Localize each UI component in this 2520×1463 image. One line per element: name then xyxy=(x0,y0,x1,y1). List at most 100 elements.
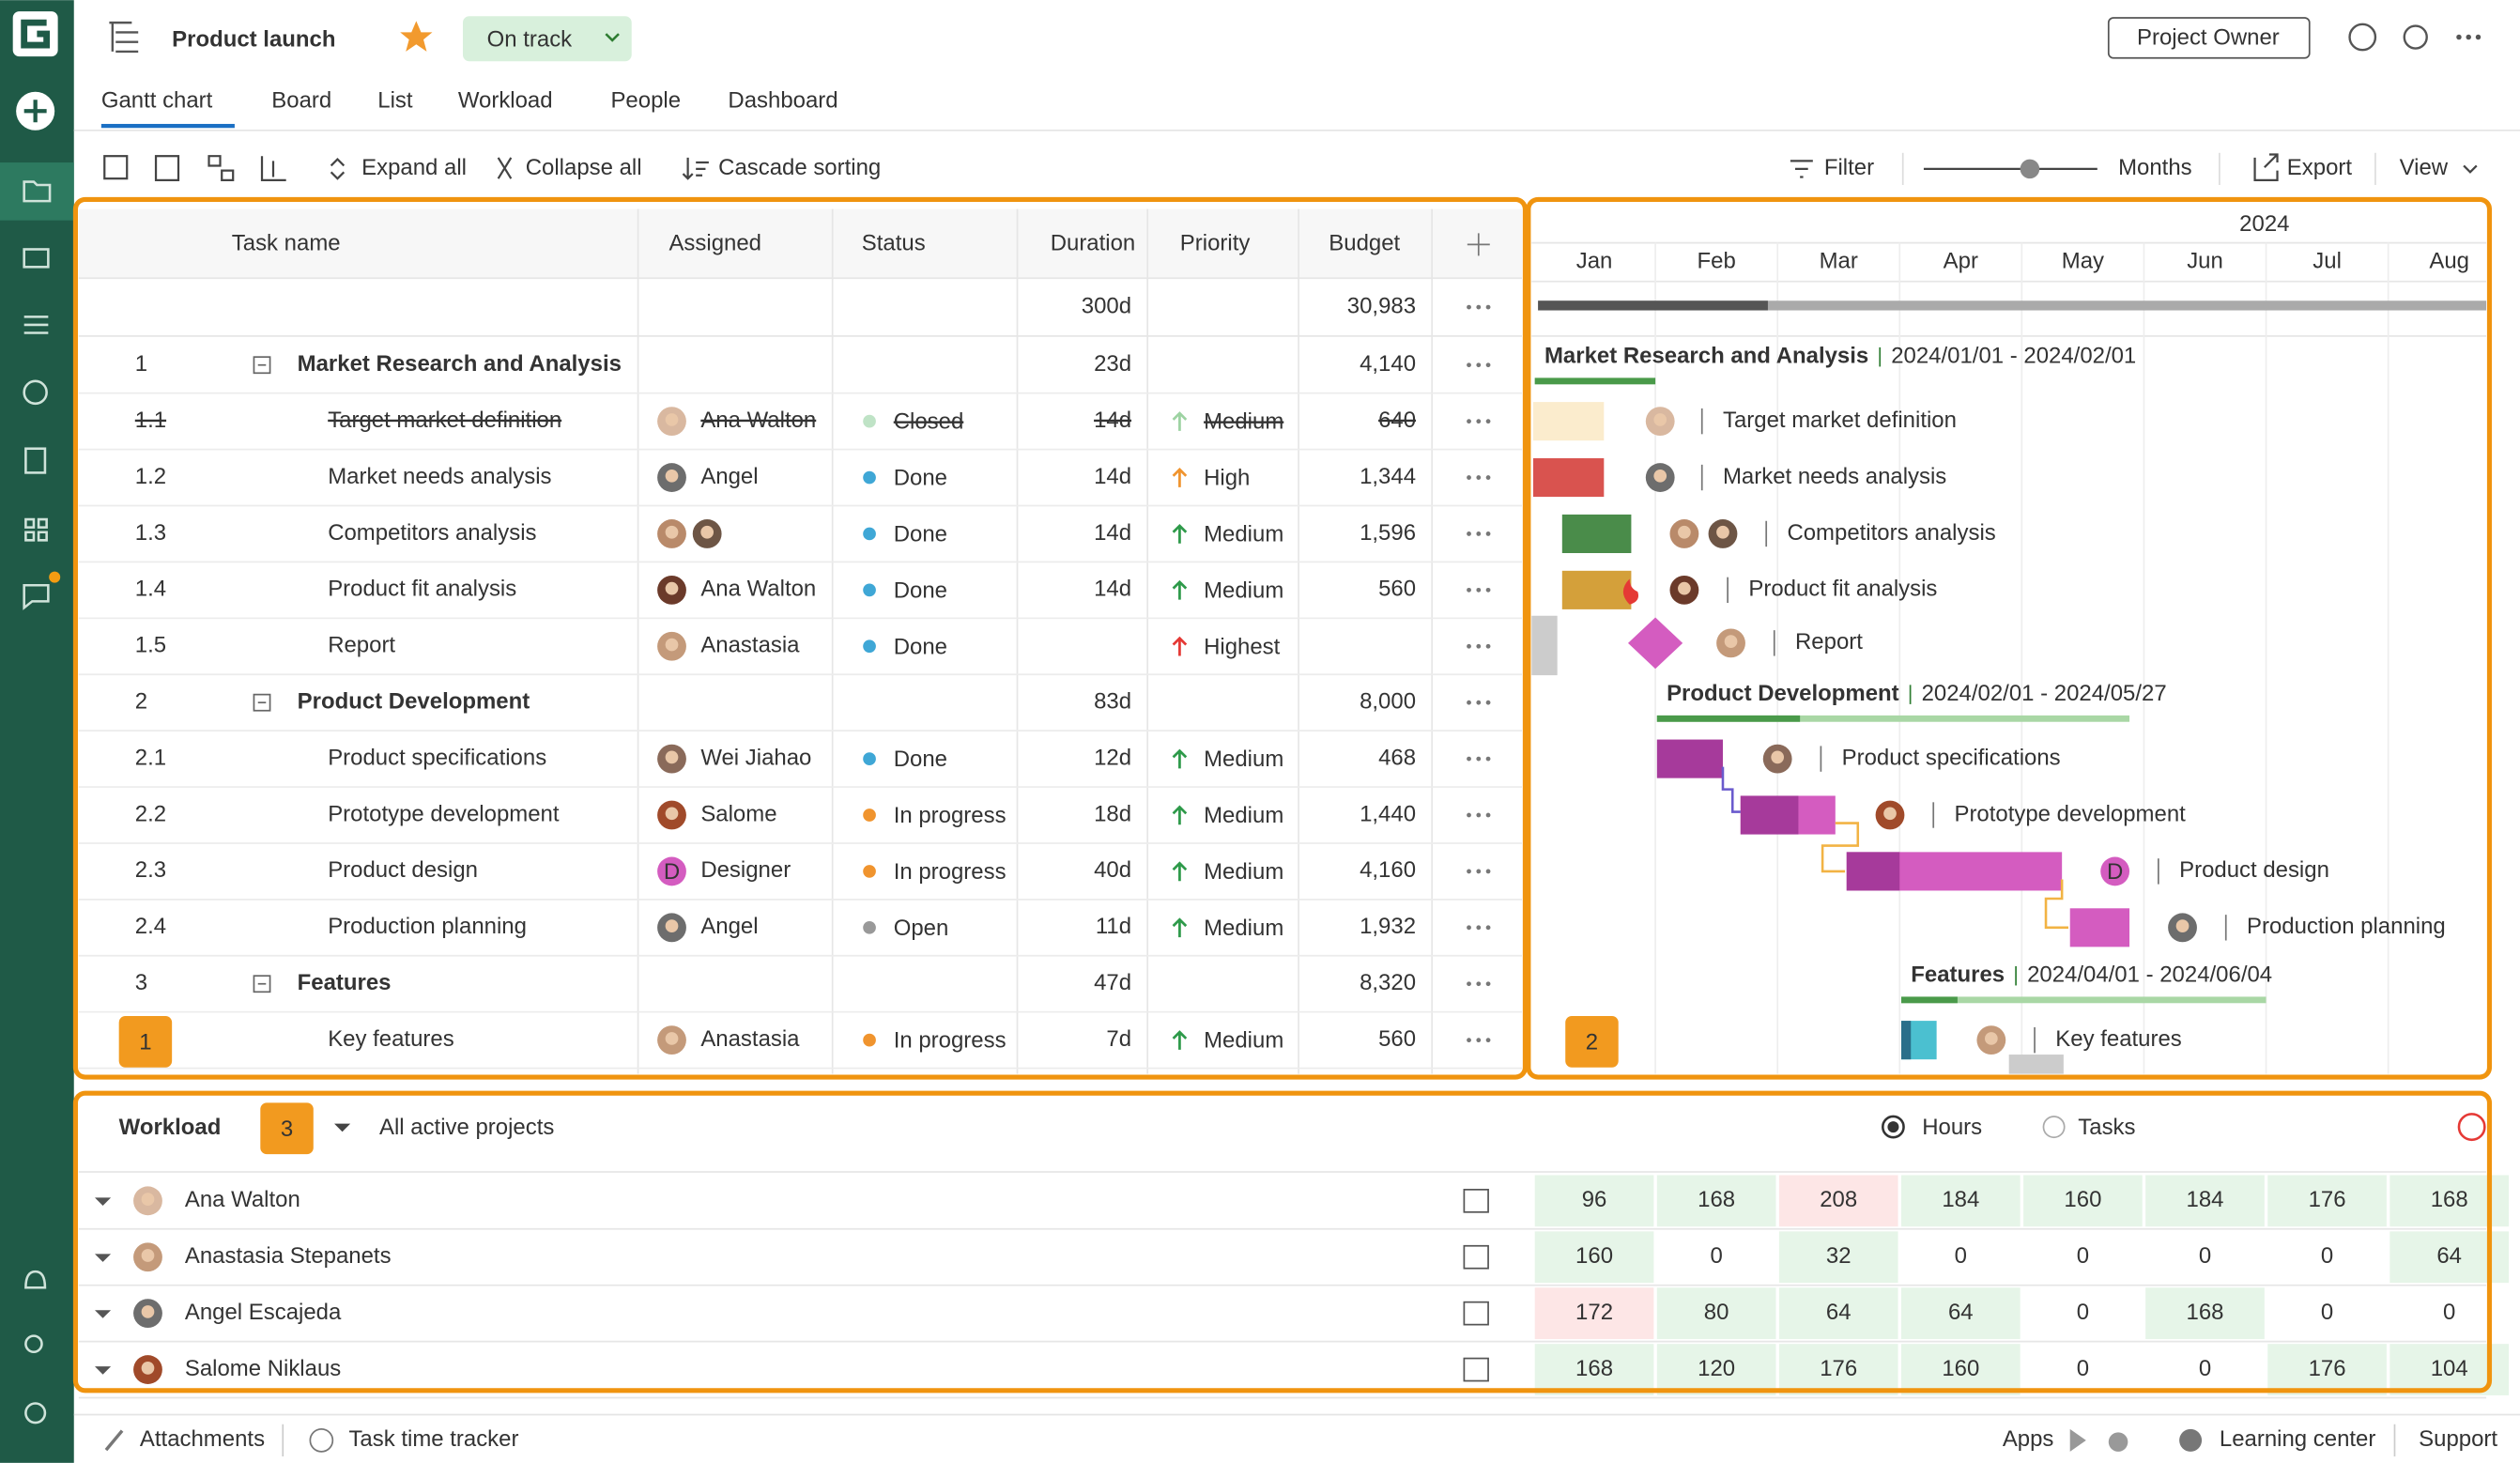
favorite-star[interactable] xyxy=(400,21,433,52)
avatar-face xyxy=(665,413,679,426)
status-pill[interactable] xyxy=(462,16,632,62)
workload-cell xyxy=(1534,1231,1654,1284)
row-menu[interactable] xyxy=(1467,812,1491,818)
toolbar-button[interactable]: View xyxy=(2400,155,2449,180)
select-icon[interactable] xyxy=(103,155,129,180)
row-menu[interactable] xyxy=(1467,643,1491,649)
expand-caret[interactable] xyxy=(94,1197,112,1206)
task-bar[interactable] xyxy=(1532,402,1605,441)
history-icon[interactable] xyxy=(2348,23,2377,52)
sort-icon[interactable] xyxy=(682,157,709,180)
scroll-down-handle[interactable] xyxy=(2008,1055,2064,1074)
footer-link[interactable]: Task time tracker xyxy=(348,1426,518,1452)
tab[interactable]: Workload xyxy=(458,87,553,113)
expand-icon[interactable] xyxy=(330,158,346,180)
projects-icon[interactable] xyxy=(23,180,52,203)
tab[interactable]: List xyxy=(377,87,413,113)
chat-icon[interactable] xyxy=(23,583,50,610)
settings-icon[interactable] xyxy=(24,1402,47,1424)
search-icon[interactable] xyxy=(24,1334,43,1354)
tab[interactable]: Gantt chart xyxy=(101,87,213,113)
column-header: Task name xyxy=(232,231,341,256)
help-icon[interactable] xyxy=(2457,1113,2486,1142)
row-menu[interactable] xyxy=(1467,925,1491,931)
expand-caret[interactable] xyxy=(94,1254,112,1262)
workload-cell xyxy=(2267,1287,2387,1340)
footer-link[interactable]: Learning center xyxy=(2220,1426,2375,1452)
row-menu[interactable] xyxy=(1467,419,1491,424)
row-menu[interactable] xyxy=(1467,531,1491,536)
timeline-task-label: Product specifications xyxy=(1842,745,2061,770)
workload-caret[interactable] xyxy=(334,1123,351,1132)
filter-icon[interactable] xyxy=(1790,160,1813,178)
footer-link[interactable]: Support xyxy=(2419,1426,2497,1452)
tab[interactable]: Dashboard xyxy=(728,87,837,113)
toolbar-button[interactable]: Filter xyxy=(1824,155,1874,180)
toolbar-button[interactable]: Months xyxy=(2118,155,2192,180)
row-menu[interactable] xyxy=(1467,981,1491,987)
workload-value: 32 xyxy=(1826,1243,1852,1269)
export-icon[interactable] xyxy=(2253,153,2279,181)
settings-gear[interactable] xyxy=(2403,24,2428,50)
footer-link[interactable]: Apps xyxy=(2003,1426,2054,1452)
role-button[interactable] xyxy=(2107,17,2311,59)
budget: 1,932 xyxy=(1360,914,1416,939)
workload-value: 160 xyxy=(1575,1243,1613,1269)
row-menu[interactable] xyxy=(1467,1038,1491,1043)
workload-filter[interactable]: All active projects xyxy=(379,1115,554,1140)
expand-caret[interactable] xyxy=(94,1366,112,1375)
tab[interactable]: People xyxy=(610,87,681,113)
task-bar[interactable] xyxy=(2069,908,2130,947)
notifications-icon[interactable] xyxy=(24,1270,47,1289)
task-bar[interactable] xyxy=(1561,570,1632,609)
collapse-icon[interactable] xyxy=(497,157,513,179)
milestone[interactable] xyxy=(1627,617,1683,670)
hierarchy-icon[interactable] xyxy=(207,155,235,181)
calendar-icon[interactable] xyxy=(1463,1244,1489,1270)
task-name: Key features xyxy=(328,1026,454,1052)
toolbar-button[interactable]: Export xyxy=(2287,155,2353,180)
workload-value: 0 xyxy=(2199,1243,2211,1269)
time-icon[interactable] xyxy=(23,379,48,406)
task-bar[interactable] xyxy=(1561,514,1632,553)
overlay: 1 2 3 xyxy=(118,1015,1619,1155)
add-column-icon[interactable] xyxy=(1467,233,1490,256)
calendar-icon[interactable] xyxy=(1463,1301,1489,1326)
zoom-handle[interactable] xyxy=(2020,159,2040,179)
row-menu[interactable] xyxy=(1467,756,1491,762)
apps-icon[interactable] xyxy=(24,517,48,542)
priority: Medium xyxy=(1204,578,1283,603)
more-icon[interactable] xyxy=(2456,34,2482,40)
workload-cell xyxy=(1900,1231,2021,1284)
radio-tasks[interactable] xyxy=(2042,1116,2066,1139)
logo[interactable] xyxy=(12,11,58,57)
collapse-panel-handle[interactable] xyxy=(1531,615,1558,676)
portfolio-icon[interactable] xyxy=(23,248,50,269)
toolbar-button[interactable]: Collapse all xyxy=(526,155,642,180)
calendar-icon[interactable] xyxy=(1463,1188,1489,1213)
row-menu[interactable] xyxy=(1467,362,1491,368)
row-menu[interactable] xyxy=(1467,869,1491,874)
priority: Medium xyxy=(1204,916,1283,941)
baseline-icon[interactable] xyxy=(260,156,286,181)
timeline-task-label: Production planning xyxy=(2247,914,2446,939)
reports-icon[interactable] xyxy=(24,447,47,474)
calendar-icon[interactable] xyxy=(154,155,180,181)
row-menu[interactable] xyxy=(1467,475,1491,480)
list-icon[interactable] xyxy=(23,316,49,334)
highlight-workload xyxy=(72,1090,2493,1394)
row-menu[interactable] xyxy=(1467,700,1491,705)
workload-value: 0 xyxy=(2443,1300,2455,1325)
expand-caret[interactable] xyxy=(94,1310,112,1318)
task-bar[interactable] xyxy=(1656,739,1723,778)
row-menu[interactable] xyxy=(1467,304,1491,310)
footer-link[interactable]: Attachments xyxy=(140,1426,265,1452)
row-menu[interactable] xyxy=(1467,587,1491,593)
tab[interactable]: Board xyxy=(271,87,331,113)
task-bar[interactable] xyxy=(1532,458,1605,498)
calendar-icon[interactable] xyxy=(1463,1357,1489,1382)
timeline-task-label: Competitors analysis xyxy=(1787,520,1995,546)
toolbar-button[interactable]: Expand all xyxy=(361,155,467,180)
toolbar-button[interactable]: Cascade sorting xyxy=(718,155,881,180)
